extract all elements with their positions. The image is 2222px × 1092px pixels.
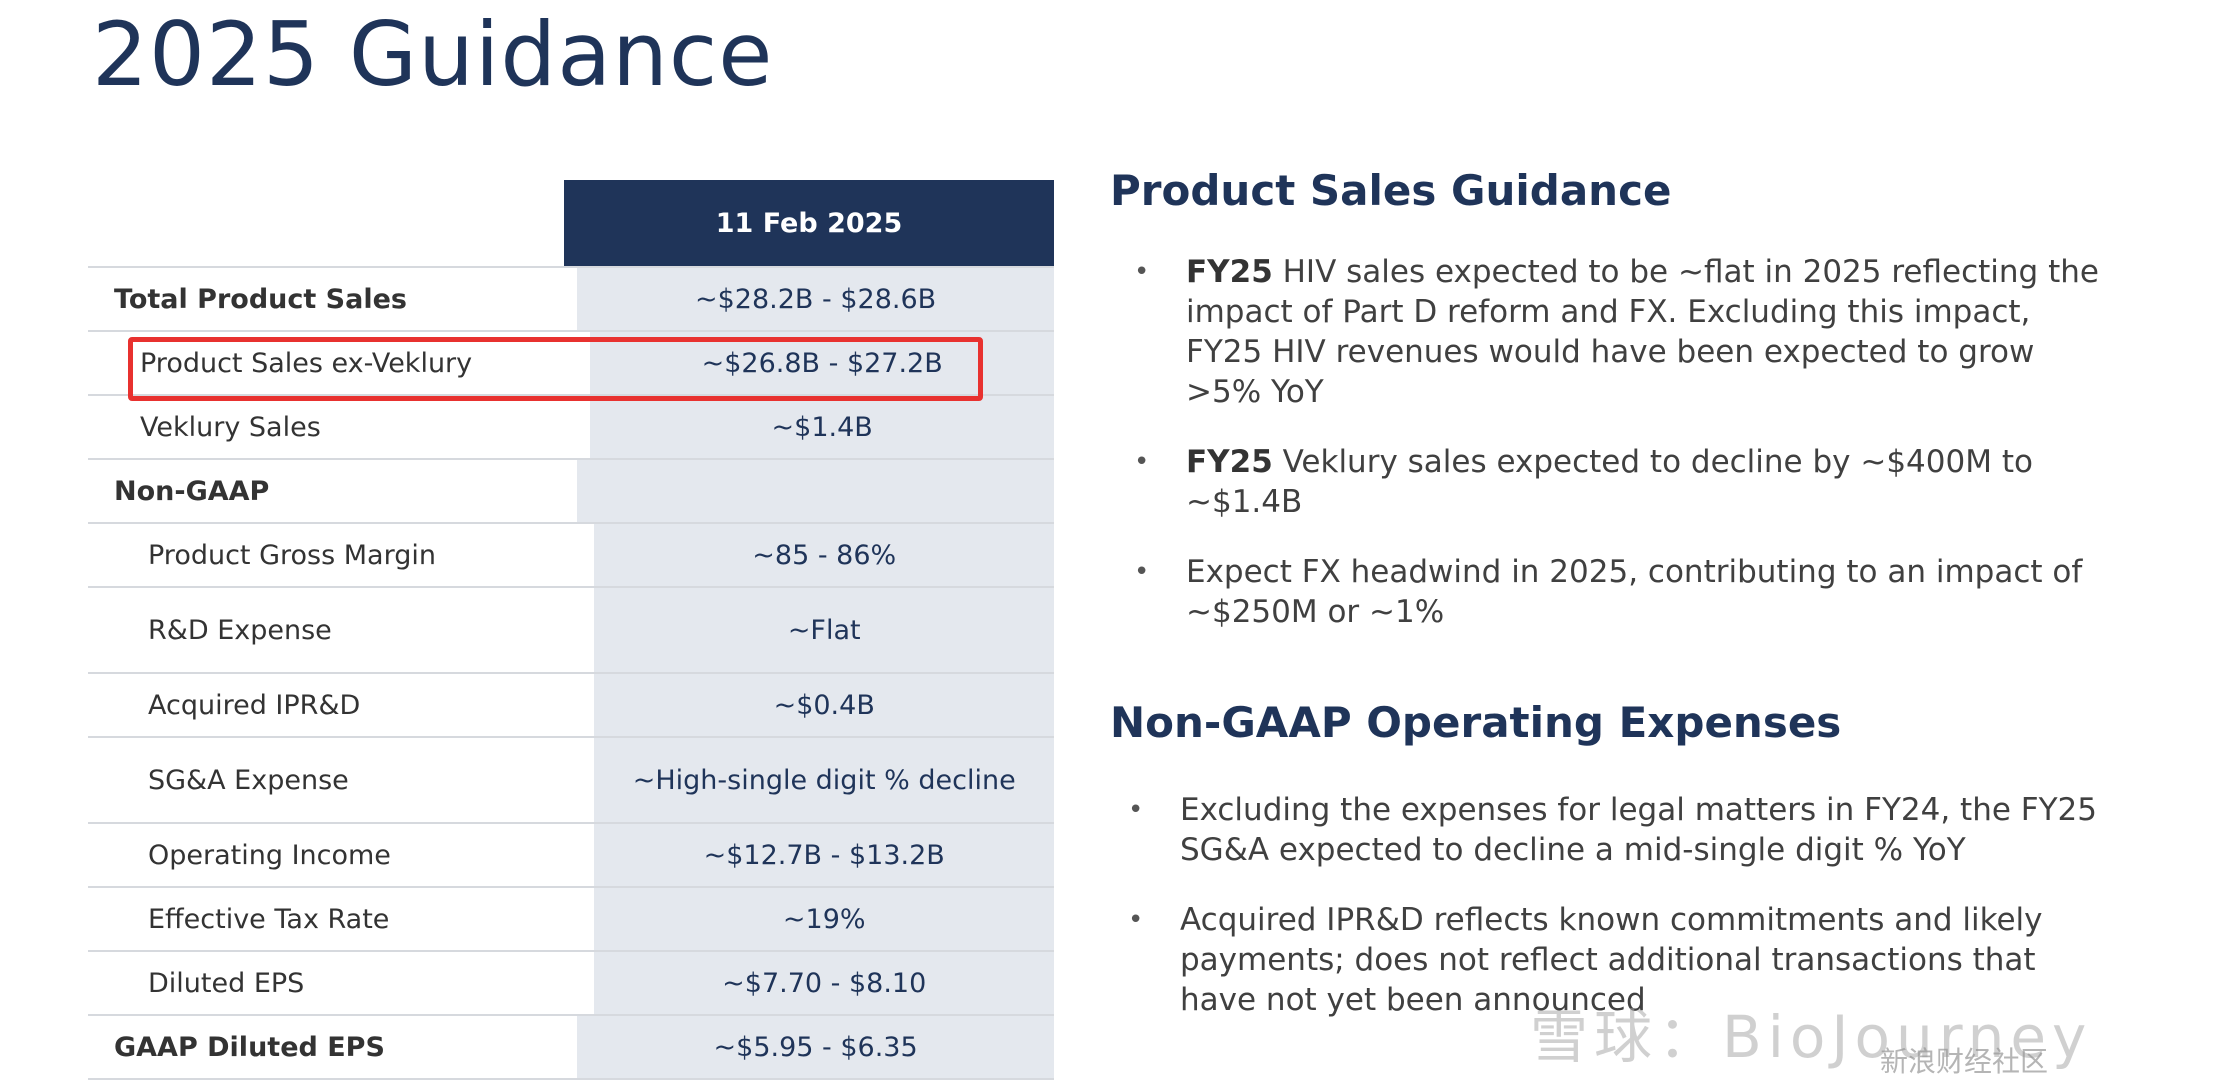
row-value: ~85 - 86% <box>594 524 1054 586</box>
row-value: ~$1.4B <box>590 396 1054 458</box>
row-label: Product Sales ex-Veklury <box>140 347 473 379</box>
bullet-text: Acquired IPR&D reflects known commitment… <box>1180 902 2043 1018</box>
table-row: Veklury Sales ~$1.4B <box>88 394 1054 458</box>
bullet-item: • Acquired IPR&D reflects known commitme… <box>1128 900 2120 1020</box>
watermark: 雪球：BioJourney <box>1530 1003 2093 1071</box>
bullet-dot-icon: • <box>1134 557 1150 587</box>
bullet-text: Expect FX headwind in 2025, contributing… <box>1186 554 2083 630</box>
row-value: ~$7.70 - $8.10 <box>594 952 1054 1014</box>
row-value: ~High-single digit % decline <box>594 738 1054 822</box>
bullet-dot-icon: • <box>1128 795 1144 825</box>
bullet-text: Veklury sales expected to decline by ~$4… <box>1186 444 2033 520</box>
bullet-dot-icon: • <box>1128 905 1144 935</box>
row-value: ~$5.95 - $6.35 <box>577 1016 1054 1078</box>
bullet-dot-icon: • <box>1134 447 1150 477</box>
opex-heading: Non-GAAP Operating Expenses <box>1110 698 1842 747</box>
row-value: ~$26.8B - $27.2B <box>590 332 1054 394</box>
row-value: ~19% <box>594 888 1054 950</box>
table-row: GAAP Diluted EPS ~$5.95 - $6.35 <box>88 1014 1054 1080</box>
row-label: GAAP Diluted EPS <box>114 1031 385 1063</box>
table-row: SG&A Expense ~High-single digit % declin… <box>88 736 1054 822</box>
guidance-table: 11 Feb 2025 Total Product Sales ~$28.2B … <box>88 180 1054 1080</box>
watermark-sub: 新浪财经社区 <box>1880 1045 2049 1078</box>
row-label: Total Product Sales <box>114 283 407 315</box>
row-label: Non-GAAP <box>114 475 270 507</box>
product-sales-heading: Product Sales Guidance <box>1110 166 1672 215</box>
page-title: 2025 Guidance <box>92 3 774 106</box>
table-row: Operating Income ~$12.7B - $13.2B <box>88 822 1054 886</box>
table-header: 11 Feb 2025 <box>88 180 1054 266</box>
row-label: R&D Expense <box>148 614 332 646</box>
table-row: Product Gross Margin ~85 - 86% <box>88 522 1054 586</box>
row-label: SG&A Expense <box>148 764 349 796</box>
bullet-item: • FY25 HIV sales expected to be ~flat in… <box>1134 252 2116 412</box>
opex-bullets: • Excluding the expenses for legal matte… <box>1128 790 2120 1050</box>
table-row: Non-GAAP <box>88 458 1054 522</box>
row-value: ~Flat <box>594 588 1054 672</box>
table-row: Diluted EPS ~$7.70 - $8.10 <box>88 950 1054 1014</box>
product-sales-bullets: • FY25 HIV sales expected to be ~flat in… <box>1134 252 2116 662</box>
row-value <box>577 460 1054 522</box>
row-label: Acquired IPR&D <box>148 689 361 721</box>
bullet-text: HIV sales expected to be ~flat in 2025 r… <box>1186 254 2099 410</box>
bullet-dot-icon: • <box>1134 257 1150 287</box>
column-header-date: 11 Feb 2025 <box>564 180 1054 266</box>
bullet-bold: FY25 <box>1186 444 1273 480</box>
row-value: ~$28.2B - $28.6B <box>577 268 1054 330</box>
table-row: Acquired IPR&D ~$0.4B <box>88 672 1054 736</box>
row-label: Diluted EPS <box>148 967 305 999</box>
row-label: Product Gross Margin <box>148 539 436 571</box>
row-value: ~$0.4B <box>594 674 1054 736</box>
row-label: Veklury Sales <box>140 411 321 443</box>
table-row: Total Product Sales ~$28.2B - $28.6B <box>88 266 1054 330</box>
row-label: Operating Income <box>148 839 391 871</box>
table-row: R&D Expense ~Flat <box>88 586 1054 672</box>
bullet-bold: FY25 <box>1186 254 1273 290</box>
bullet-text: Excluding the expenses for legal matters… <box>1180 792 2097 868</box>
bullet-item: • Expect FX headwind in 2025, contributi… <box>1134 552 2116 632</box>
row-value: ~$12.7B - $13.2B <box>594 824 1054 886</box>
table-row: Effective Tax Rate ~19% <box>88 886 1054 950</box>
row-label: Effective Tax Rate <box>148 903 390 935</box>
table-row: Product Sales ex-Veklury ~$26.8B - $27.2… <box>88 330 1054 394</box>
bullet-item: • FY25 Veklury sales expected to decline… <box>1134 442 2116 522</box>
bullet-item: • Excluding the expenses for legal matte… <box>1128 790 2120 870</box>
